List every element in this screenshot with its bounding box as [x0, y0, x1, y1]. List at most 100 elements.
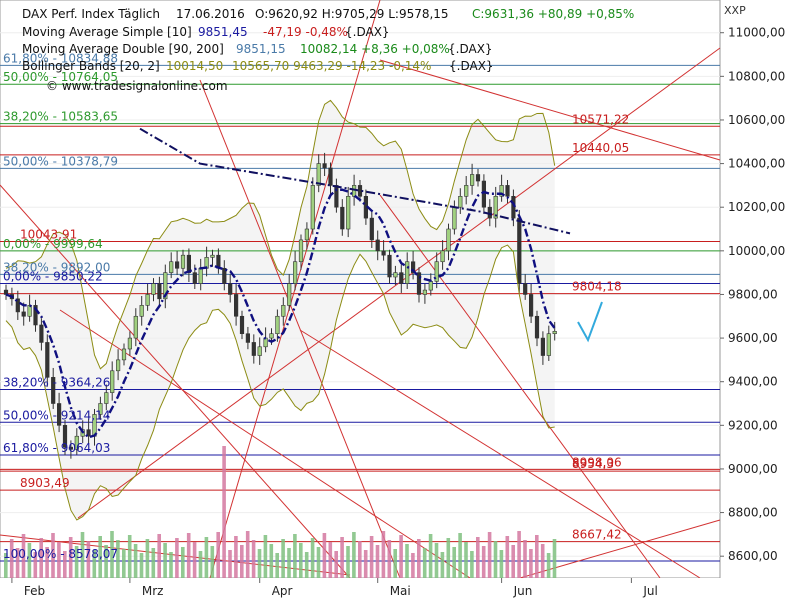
candle-body: [251, 342, 256, 356]
x-tick-label: Mai: [390, 584, 411, 598]
y-axis-label: XXP: [724, 4, 746, 17]
fib-level-label: 50,00% - 9214,14: [3, 408, 110, 422]
candle-body: [51, 377, 56, 404]
volume-bar: [340, 537, 344, 578]
trendline: [59, 309, 471, 579]
y-tick-label: 10200,00: [728, 200, 785, 214]
fib-level-label: 38,20% - 9892,00: [3, 260, 110, 274]
indicator-value-bb: 10014,50: [166, 59, 223, 73]
volume-bar: [181, 547, 185, 578]
candle-body: [517, 217, 522, 284]
volume-bar: [216, 532, 220, 578]
candle-body: [375, 239, 380, 252]
candle-body: [511, 196, 516, 219]
candle-body: [399, 272, 404, 284]
candle-body: [393, 272, 398, 278]
candle-body: [469, 174, 475, 186]
y-tick-label: 9800,00: [728, 287, 778, 301]
candle-body: [121, 348, 127, 361]
volume-bar: [434, 543, 439, 578]
volume-bar: [452, 547, 456, 578]
indicator-label-sma: Moving Average Simple [10]: [22, 25, 192, 39]
candle-body: [222, 267, 227, 284]
volume-bar: [540, 544, 545, 578]
volume-bar: [163, 543, 167, 578]
volume-bar: [535, 535, 539, 578]
candle-body: [175, 261, 180, 269]
legend-header: DAX Perf. Index Täglich 17.06.2016 O:962…: [22, 7, 634, 93]
volume-bar: [458, 533, 462, 578]
candle-body: [45, 342, 50, 378]
volume-bar: [517, 531, 521, 578]
volume-bar: [358, 541, 362, 578]
price-level-label: 8903,49: [20, 476, 70, 490]
volume-bar: [245, 531, 250, 578]
volume-bar: [464, 542, 468, 578]
candle-body: [151, 283, 156, 295]
double-ma-line: [139, 127, 571, 235]
volume-bar: [110, 531, 114, 578]
volume-bar: [381, 531, 386, 578]
volume-bar: [316, 547, 321, 578]
candle-body: [263, 337, 268, 348]
price-level-label: 10571,22: [572, 112, 629, 126]
volume-bar: [422, 548, 427, 578]
candle-body: [33, 305, 38, 326]
candle-body: [292, 261, 298, 284]
bollinger-upper: [5, 99, 556, 370]
y-tick-label: 10400,00: [728, 157, 785, 171]
candle-body: [210, 254, 215, 258]
volume-bar: [169, 552, 173, 578]
candle-body: [452, 206, 457, 230]
y-tick-label: 11000,00: [728, 26, 785, 40]
volume-bar: [204, 537, 209, 578]
indicator-label-mad: Moving Average Double [90, 200]: [22, 42, 224, 56]
volume-bar: [387, 540, 392, 578]
indicator-symbol-bb: {.DAX}: [449, 59, 494, 73]
fib-level-label: 0,00% - 9999,64: [3, 237, 103, 251]
indicator-change-bb: 10565,70 9463,29 -14,23 -0,14%: [232, 59, 431, 73]
x-tick-label: Apr: [272, 584, 293, 598]
volume-bar: [74, 546, 79, 578]
volume-bar: [328, 542, 333, 578]
candle-body: [458, 196, 463, 208]
volume-bar: [9, 539, 14, 578]
candle-body: [464, 185, 469, 197]
candle-body: [39, 324, 44, 343]
volume-bar: [470, 551, 474, 578]
candle-body: [475, 174, 481, 182]
y-tick-label: 8800,00: [728, 506, 778, 520]
volume-bar: [399, 535, 403, 578]
candle-body: [523, 283, 528, 295]
volume-bar: [505, 536, 510, 578]
header-close: C:9631,36 +80,89 +0,85%: [472, 7, 634, 21]
y-tick-label: 10000,00: [728, 244, 785, 258]
projection-mark: [577, 301, 603, 343]
y-tick-label: 8600,00: [728, 549, 778, 563]
candle-body: [340, 206, 345, 230]
price-level-label: 8998,06: [572, 455, 622, 469]
volume-bar: [234, 536, 238, 578]
trendline: [0, 534, 351, 576]
volume-bar: [222, 446, 226, 578]
volume-bar: [45, 547, 49, 578]
volume-bar: [293, 534, 297, 578]
price-level-label: 8667,42: [572, 528, 622, 542]
candle-body: [180, 254, 186, 269]
volume-bar: [263, 535, 268, 578]
candle-body: [15, 298, 20, 313]
volume-bar: [417, 539, 421, 578]
volume-bar: [369, 536, 374, 578]
x-tick-label: Jun: [513, 584, 533, 598]
candle-body: [228, 283, 233, 295]
fib-level-label: 100,00% - 8578,07: [3, 547, 118, 561]
volume-bar: [481, 546, 486, 578]
volume-bar: [92, 550, 97, 578]
price-level-label: 8954,3: [572, 457, 614, 471]
x-tick-label: Feb: [24, 584, 45, 598]
volume-bar: [476, 537, 480, 578]
candle-body: [239, 315, 245, 335]
candle-body: [428, 281, 433, 291]
header-title: DAX Perf. Index Täglich: [22, 7, 160, 21]
